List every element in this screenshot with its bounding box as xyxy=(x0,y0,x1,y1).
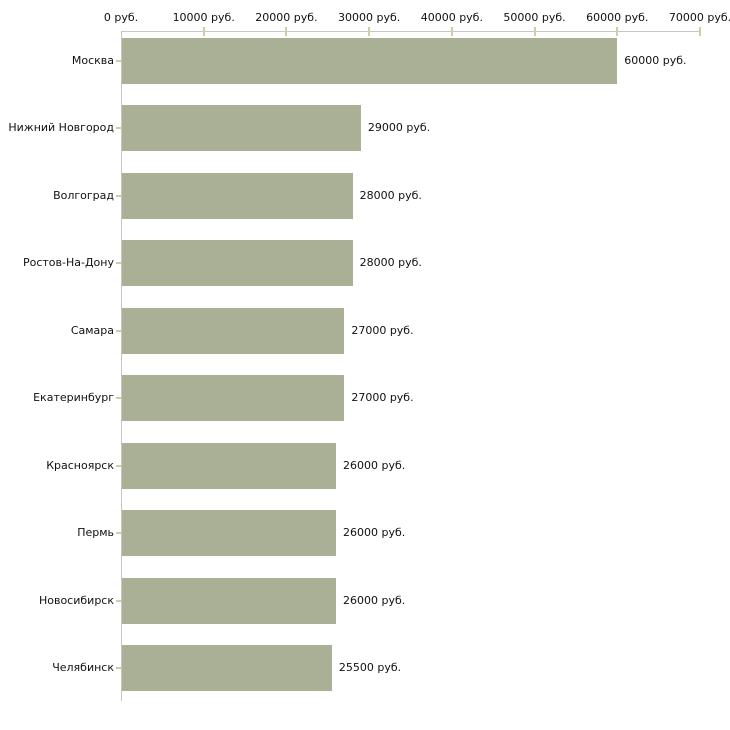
x-tick-label: 0 руб. xyxy=(103,11,139,24)
category-tick xyxy=(116,194,121,197)
x-axis-tick xyxy=(616,27,619,36)
value-label: 26000 руб. xyxy=(343,458,406,472)
bar xyxy=(122,240,353,286)
x-axis-tick xyxy=(202,27,205,36)
x-tick-label: 20000 руб. xyxy=(255,11,318,24)
value-label: 28000 руб. xyxy=(359,256,422,269)
category-tick xyxy=(116,667,121,669)
bar xyxy=(122,37,618,84)
category-label: Волгоград xyxy=(53,188,114,202)
x-axis-tick xyxy=(533,27,536,36)
value-label: 29000 руб. xyxy=(367,121,431,134)
category-label: Пермь xyxy=(77,526,114,539)
bar xyxy=(122,442,337,489)
category-tick xyxy=(116,329,121,332)
x-tick-label: 30000 руб. xyxy=(338,11,401,24)
x-axis-line xyxy=(121,31,700,32)
value-label: 60000 руб. xyxy=(624,53,687,67)
category-tick xyxy=(116,127,121,129)
category-label: Самара xyxy=(70,323,114,337)
bar xyxy=(122,645,332,691)
x-axis-tick xyxy=(368,27,371,36)
category-tick xyxy=(116,599,121,602)
category-label: Новосибирск xyxy=(38,593,114,607)
category-label: Нижний Новгород xyxy=(8,121,114,134)
bar xyxy=(122,510,337,556)
category-tick xyxy=(116,262,121,264)
bar xyxy=(122,577,337,624)
value-label: 25500 руб. xyxy=(338,661,402,674)
category-label: Москва xyxy=(71,53,114,67)
x-tick-label: 60000 руб. xyxy=(586,11,649,24)
x-axis-tick xyxy=(699,27,701,36)
x-axis-tick xyxy=(450,27,453,36)
bar xyxy=(122,307,345,354)
value-label: 28000 руб. xyxy=(359,188,422,202)
value-label: 27000 руб. xyxy=(351,391,414,404)
bar xyxy=(122,172,353,219)
value-label: 27000 руб. xyxy=(351,323,414,337)
bar xyxy=(122,375,345,421)
x-tick-label: 10000 руб. xyxy=(172,11,235,24)
category-tick xyxy=(116,532,121,534)
category-label: Челябинск xyxy=(52,661,114,674)
bar xyxy=(122,105,361,151)
x-axis-tick xyxy=(285,27,288,36)
x-tick-label: 40000 руб. xyxy=(420,11,483,24)
category-label: Ростов-На-Дону xyxy=(22,256,114,269)
x-tick-label: 70000 руб. xyxy=(668,11,730,24)
category-tick xyxy=(116,397,121,399)
y-axis-line xyxy=(121,31,122,701)
value-label: 26000 руб. xyxy=(343,593,406,607)
value-label: 26000 руб. xyxy=(343,526,406,539)
category-label: Красноярск xyxy=(46,458,114,472)
category-label: Екатеринбург xyxy=(33,391,114,404)
x-tick-label: 50000 руб. xyxy=(503,11,566,24)
category-tick xyxy=(116,464,121,467)
category-tick xyxy=(116,59,121,62)
